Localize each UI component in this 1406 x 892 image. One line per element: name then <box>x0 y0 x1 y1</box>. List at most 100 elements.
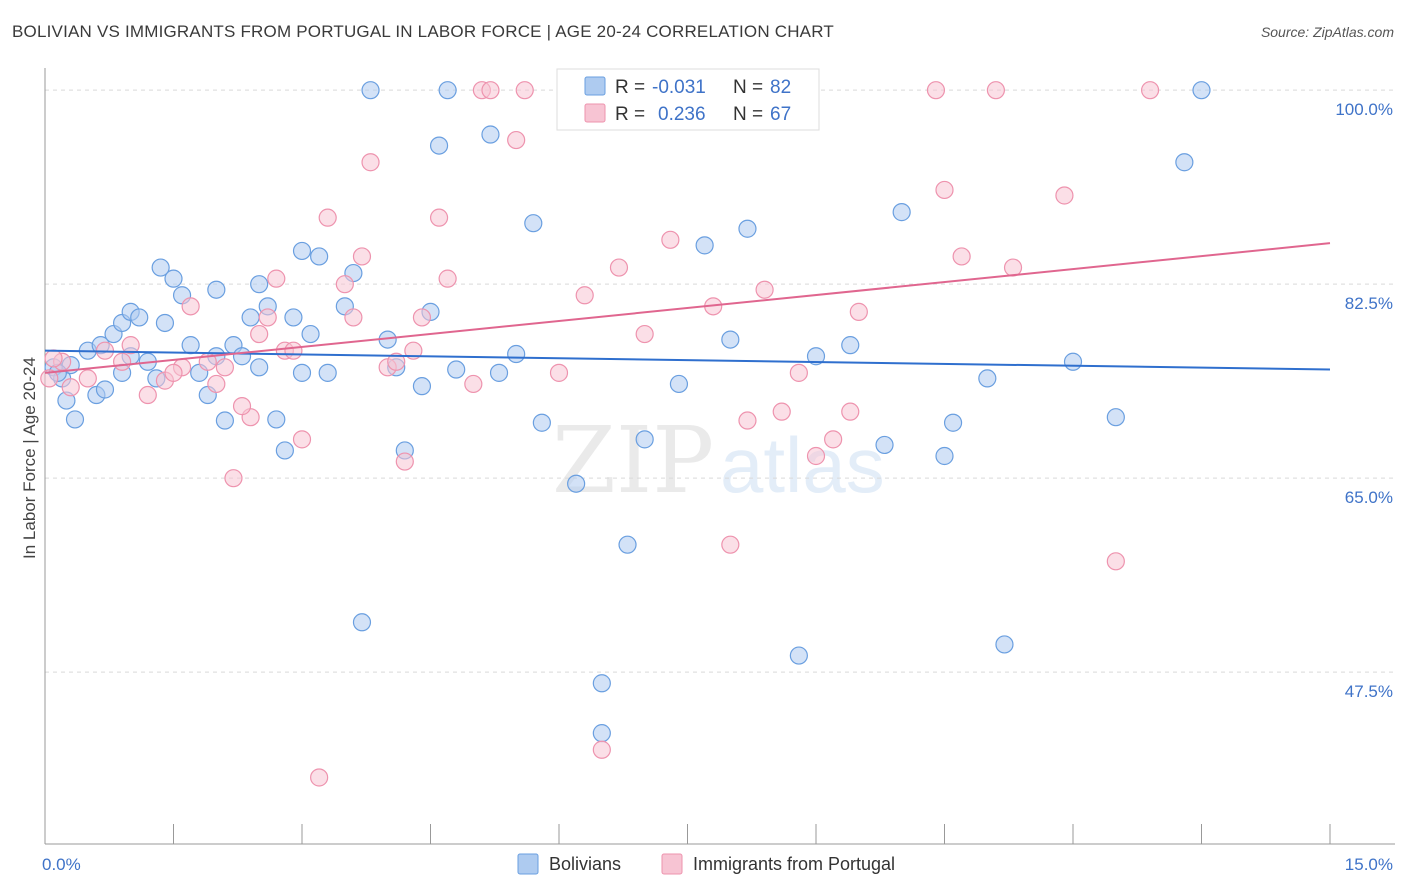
stats-swatch-bolivians <box>584 76 606 96</box>
data-point-portugal <box>44 349 63 368</box>
data-point-bolivians <box>532 413 551 432</box>
data-point-bolivians <box>164 269 183 288</box>
series-portugal-points <box>40 81 1160 787</box>
data-point-bolivians <box>155 313 175 333</box>
data-point-portugal <box>387 352 406 371</box>
data-point-portugal <box>164 363 183 382</box>
legend: Bolivians Immigrants from Portugal <box>517 853 895 875</box>
data-point-bolivians <box>151 258 170 277</box>
data-point-bolivians <box>669 374 689 394</box>
data-point-portugal <box>40 369 59 388</box>
data-point-bolivians <box>447 360 466 379</box>
data-point-bolivians <box>95 380 115 399</box>
data-point-portugal <box>121 336 140 355</box>
data-point-portugal <box>138 385 157 405</box>
data-point-bolivians <box>738 219 757 238</box>
watermark: ZIP atlas <box>552 407 885 514</box>
data-point-bolivians <box>361 81 380 100</box>
watermark-atlas: atlas <box>720 421 885 509</box>
data-point-portugal <box>344 308 363 327</box>
data-point-bolivians <box>995 635 1014 654</box>
data-point-portugal <box>824 430 843 449</box>
data-point-portugal <box>789 363 808 382</box>
data-point-bolivians <box>275 441 294 460</box>
data-point-portugal <box>438 269 457 288</box>
source-credit: Source: ZipAtlas.com <box>1260 24 1394 40</box>
data-point-portugal <box>549 363 569 382</box>
data-point-bolivians <box>875 435 894 455</box>
data-point-bolivians <box>592 724 611 743</box>
y-tick-label: 100.0% <box>1335 100 1393 119</box>
data-point-portugal <box>250 324 269 344</box>
data-point-bolivians <box>1106 408 1125 427</box>
data-point-portugal <box>61 378 80 397</box>
data-point-portugal <box>78 369 97 388</box>
data-point-bolivians <box>481 125 500 144</box>
data-point-bolivians <box>841 336 860 355</box>
data-point-portugal <box>292 430 312 449</box>
data-point-bolivians <box>215 411 234 430</box>
data-point-bolivians <box>567 474 586 493</box>
data-point-bolivians <box>507 344 526 364</box>
data-point-bolivians <box>438 81 457 100</box>
data-point-bolivians <box>207 280 226 299</box>
x-tick-label-max: 15.0% <box>1345 855 1393 874</box>
stats-swatch-portugal <box>584 103 606 123</box>
data-point-bolivians <box>721 330 740 349</box>
data-point-bolivians <box>789 646 808 665</box>
data-point-portugal <box>361 153 380 172</box>
y-tick-label: 65.0% <box>1345 488 1393 507</box>
data-point-portugal <box>318 208 337 227</box>
data-point-bolivians <box>232 347 252 366</box>
data-point-portugal <box>738 411 757 430</box>
data-point-bolivians <box>267 410 286 429</box>
data-point-portugal <box>284 341 303 360</box>
x-tick-label-min: 0.0% <box>42 855 81 874</box>
stats-n-label-1: N = <box>733 77 763 98</box>
data-point-portugal <box>806 446 826 466</box>
data-point-portugal <box>592 740 611 759</box>
data-point-portugal <box>1140 81 1160 100</box>
legend-label-bolivians: Bolivians <box>549 854 621 874</box>
data-point-portugal <box>267 269 286 288</box>
data-point-bolivians <box>524 214 543 233</box>
data-point-bolivians <box>250 275 269 294</box>
data-point-portugal <box>112 352 132 371</box>
data-point-bolivians <box>892 203 911 222</box>
legend-swatch-portugal <box>661 853 683 875</box>
data-point-portugal <box>609 258 629 277</box>
data-point-bolivians <box>241 308 260 327</box>
data-point-bolivians <box>635 430 654 449</box>
data-point-portugal <box>986 81 1006 100</box>
data-point-bolivians <box>1063 352 1083 371</box>
data-point-portugal <box>404 341 423 360</box>
data-point-portugal <box>335 275 354 294</box>
chart-title: BOLIVIAN VS IMMIGRANTS FROM PORTUGAL IN … <box>12 22 834 41</box>
data-point-portugal <box>635 324 654 344</box>
gridlines <box>45 89 1395 673</box>
data-point-bolivians <box>935 446 954 466</box>
data-point-portugal <box>181 297 200 316</box>
data-point-portugal <box>507 130 526 150</box>
data-point-bolivians <box>65 410 85 429</box>
data-point-bolivians <box>1175 153 1194 172</box>
data-point-portugal <box>215 358 234 377</box>
stats-n-value-2: 67 <box>770 104 791 125</box>
data-point-bolivians <box>1192 81 1211 100</box>
data-point-portugal <box>1055 186 1074 205</box>
data-point-bolivians <box>301 324 320 344</box>
legend-label-portugal: Immigrants from Portugal <box>693 854 895 874</box>
data-point-bolivians <box>943 413 963 432</box>
y-tick-labels: 47.5% 65.0% 82.5% 100.0% <box>1335 100 1393 701</box>
y-tick-label: 47.5% <box>1345 682 1393 701</box>
data-point-portugal <box>395 452 414 471</box>
data-point-bolivians <box>592 674 611 693</box>
data-point-bolivians <box>318 363 337 382</box>
data-point-portugal <box>1003 258 1023 277</box>
data-point-portugal <box>575 286 594 305</box>
data-point-bolivians <box>181 336 200 355</box>
data-point-portugal <box>429 208 449 227</box>
trend-line-portugal <box>44 242 1331 374</box>
watermark-zip: ZIP <box>552 407 714 514</box>
